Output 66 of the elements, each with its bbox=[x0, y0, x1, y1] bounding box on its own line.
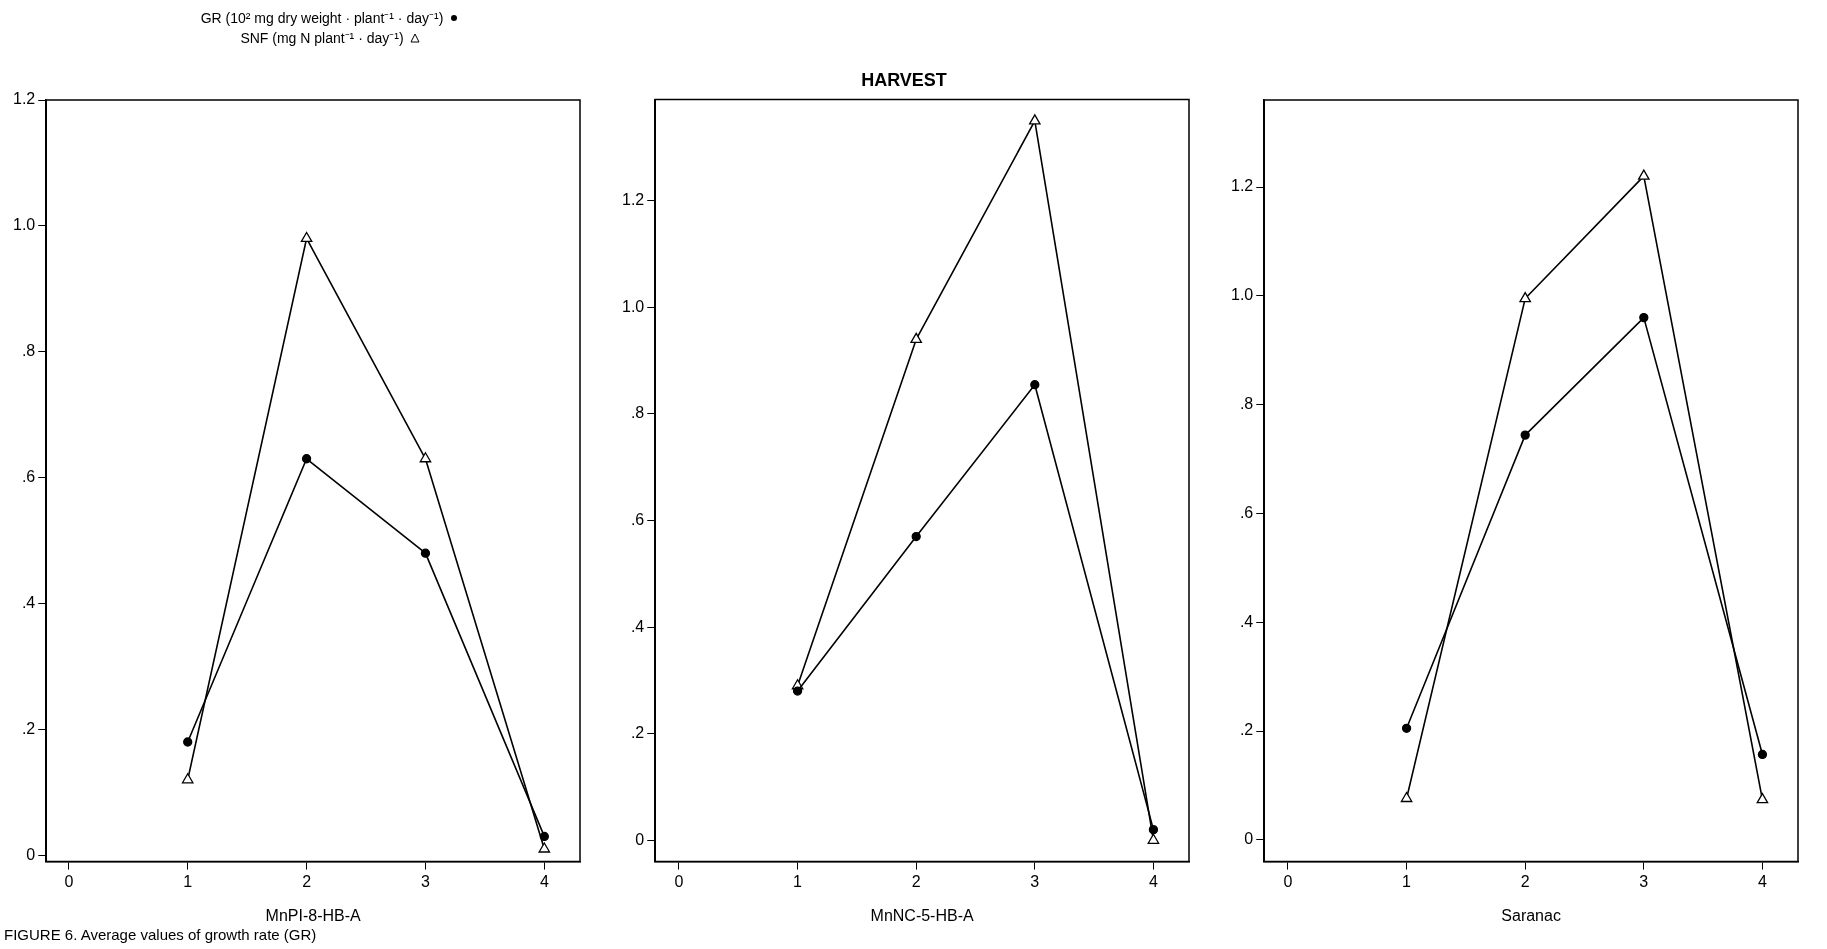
point bbox=[1030, 380, 1040, 390]
point bbox=[420, 548, 431, 558]
x-axis-title: MnPI-8-HB-A bbox=[265, 906, 362, 924]
x-tick-label: 3 bbox=[1030, 872, 1040, 890]
point bbox=[910, 332, 923, 344]
point bbox=[1757, 749, 1768, 760]
x-tick-label: 1 bbox=[793, 872, 803, 890]
x-tick-label: 3 bbox=[1639, 872, 1649, 890]
y-tick-label: .2 bbox=[1239, 721, 1254, 739]
y-tick-label: .6 bbox=[630, 510, 645, 528]
point bbox=[183, 737, 193, 747]
point bbox=[1519, 291, 1532, 303]
point bbox=[181, 773, 194, 784]
x-tick-label: 0 bbox=[1283, 872, 1293, 890]
y-tick-label: .4 bbox=[630, 617, 645, 635]
x-tick-label: 0 bbox=[674, 872, 684, 890]
x-tick-label: 4 bbox=[1757, 872, 1767, 890]
chart-title: HARVEST bbox=[861, 69, 947, 90]
point bbox=[792, 686, 803, 696]
y-tick-label: .4 bbox=[21, 593, 36, 611]
y-tick-label: 1.0 bbox=[1230, 286, 1254, 304]
x-tick-label: 1 bbox=[1402, 872, 1412, 890]
y-tick-label: 1.0 bbox=[621, 297, 645, 315]
y-tick-label: 0 bbox=[635, 830, 645, 848]
y-tick-label: .2 bbox=[21, 719, 36, 737]
y-tick-label: .8 bbox=[1239, 395, 1254, 413]
y-tick-label: 1.2 bbox=[1230, 177, 1254, 195]
x-tick-label: 4 bbox=[539, 872, 549, 890]
point bbox=[1639, 312, 1649, 323]
y-tick-label: 1.2 bbox=[12, 90, 36, 108]
y-tick-label: .4 bbox=[1239, 612, 1254, 630]
y-tick-label: 0 bbox=[26, 845, 36, 863]
legend-label: SNF (mg N plant⁻¹ · day⁻¹) bbox=[240, 29, 404, 48]
point bbox=[1148, 824, 1159, 835]
point bbox=[1400, 791, 1413, 803]
point bbox=[419, 452, 432, 463]
point bbox=[1028, 114, 1041, 125]
x-tick-label: 2 bbox=[1520, 872, 1530, 890]
x-tick-label: 4 bbox=[1148, 872, 1158, 890]
x-tick-label: 2 bbox=[911, 872, 921, 890]
x-tick-label: 3 bbox=[421, 872, 431, 890]
point bbox=[1756, 792, 1769, 804]
point bbox=[538, 842, 551, 853]
x-axis-title: MnNC-5-HB-A bbox=[870, 906, 974, 924]
y-tick-label: .2 bbox=[630, 724, 645, 742]
y-tick-label: .6 bbox=[1239, 503, 1254, 521]
x-tick-label: 2 bbox=[302, 872, 312, 890]
legend-label: GR (10² mg dry weight · plant⁻¹ · day⁻¹) bbox=[200, 9, 444, 28]
point bbox=[1637, 169, 1650, 180]
caption: FIGURE 6. Average values of growth rate (GR) bbox=[4, 926, 317, 943]
y-tick-label: .8 bbox=[21, 342, 36, 360]
point bbox=[1401, 723, 1412, 733]
y-tick-label: 1.2 bbox=[621, 191, 645, 209]
point bbox=[300, 231, 313, 243]
y-tick-label: 0 bbox=[1244, 830, 1254, 848]
x-axis-title: Saranac bbox=[1501, 906, 1561, 924]
y-tick-label: .6 bbox=[21, 468, 36, 486]
y-tick-label: 1.0 bbox=[12, 216, 36, 234]
point bbox=[1520, 430, 1530, 440]
point bbox=[911, 531, 921, 542]
point bbox=[539, 831, 549, 842]
x-tick-label: 0 bbox=[64, 872, 74, 890]
x-tick-label: 1 bbox=[183, 872, 193, 890]
y-tick-label: .8 bbox=[630, 404, 645, 422]
point bbox=[1147, 833, 1160, 844]
point bbox=[301, 454, 312, 464]
